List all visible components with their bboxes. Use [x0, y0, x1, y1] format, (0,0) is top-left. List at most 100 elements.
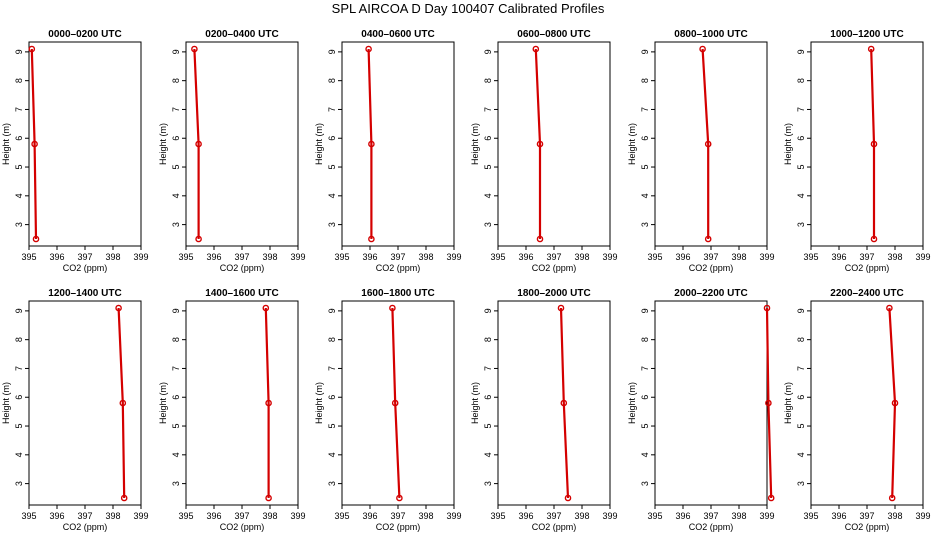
- x-tick-label: 395: [21, 252, 36, 262]
- y-tick-label: 5: [171, 424, 181, 429]
- co2-profile-line: [870, 48, 876, 239]
- y-axis-label: Height (m): [470, 123, 480, 165]
- y-axis-label: Height (m): [158, 123, 168, 165]
- y-axis-label: Height (m): [314, 382, 324, 424]
- data-point: [870, 140, 878, 148]
- y-tick-label: 3: [483, 222, 493, 227]
- co2-profile-line: [534, 48, 542, 239]
- x-tick-label: 396: [49, 252, 64, 262]
- data-point: [867, 45, 875, 53]
- y-tick-label: 9: [171, 308, 181, 313]
- plot-frame: [185, 41, 299, 247]
- panel-title: 1800–2000 UTC: [517, 288, 590, 299]
- data-point: [560, 399, 568, 407]
- data-point: [564, 494, 572, 502]
- panel-12: 2200–2400 UTC 395 396 397 398 399 3 4 5 6 7 8 9 CO2 (…: [783, 288, 931, 532]
- x-tick-label: 398: [574, 252, 589, 262]
- y-tick-label: 3: [640, 222, 650, 227]
- panel-title: 1400–1600 UTC: [205, 288, 278, 299]
- y-tick-label: 9: [483, 308, 493, 313]
- x-tick-label: 396: [831, 252, 846, 262]
- y-tick-label: 5: [483, 165, 493, 170]
- data-point: [704, 140, 712, 148]
- x-tick-label: 396: [675, 511, 690, 521]
- data-point: [115, 304, 122, 312]
- x-tick-label: 399: [446, 252, 461, 262]
- y-tick-label: 6: [171, 395, 181, 400]
- y-tick-label: 6: [640, 136, 650, 141]
- x-axis-label: CO2 (ppm): [689, 263, 734, 273]
- plot-frame: [28, 41, 142, 247]
- y-tick-label: 3: [796, 222, 806, 227]
- panel-title: 0400–0600 UTC: [361, 29, 434, 40]
- y-tick-label: 3: [171, 222, 181, 227]
- y-tick-label: 9: [796, 49, 806, 54]
- co2-profile-line: [30, 48, 38, 240]
- y-tick-label: 9: [14, 308, 24, 313]
- panel-2: 0200–0400 UTC 395 396 397 398 399 3 4 5 6 7 8 9 CO2 (…: [158, 29, 306, 273]
- y-tick-label: 4: [327, 452, 337, 457]
- y-tick-label: 8: [796, 78, 806, 83]
- y-tick-label: 9: [640, 308, 650, 313]
- x-tick-label: 399: [446, 511, 461, 521]
- panel-1: 0000–0200 UTC 395 396 397 398 399 3 4 5 6 7 8 9 CO2 (…: [1, 29, 149, 273]
- y-tick-label: 8: [640, 78, 650, 83]
- panel-4: 0600–0800 UTC 395 396 397 398 399 3 4 5 6 7 8 9 CO2 (…: [470, 29, 618, 273]
- co2-profile-line: [391, 307, 401, 499]
- x-axis-label: CO2 (ppm): [63, 263, 108, 273]
- x-tick-label: 399: [290, 511, 305, 521]
- x-tick-label: 395: [490, 511, 505, 521]
- y-tick-label: 4: [796, 452, 806, 457]
- x-tick-label: 397: [859, 252, 874, 262]
- co2-profile-line: [765, 307, 773, 499]
- x-tick-label: 397: [703, 252, 718, 262]
- x-axis-label: CO2 (ppm): [376, 522, 421, 532]
- y-tick-label: 4: [14, 452, 24, 457]
- x-axis-label: CO2 (ppm): [376, 263, 421, 273]
- y-tick-label: 8: [171, 78, 181, 83]
- y-tick-label: 5: [640, 165, 650, 170]
- y-tick-label: 5: [327, 165, 337, 170]
- data-point: [704, 235, 712, 243]
- plot-frame: [497, 41, 611, 247]
- x-tick-label: 396: [518, 252, 533, 262]
- y-tick-label: 7: [640, 107, 650, 112]
- x-tick-label: 397: [390, 252, 405, 262]
- data-point: [699, 45, 706, 53]
- y-tick-label: 7: [327, 107, 337, 112]
- x-tick-label: 395: [490, 252, 505, 262]
- panel-3: 0400–0600 UTC 395 396 397 398 399 3 4 5 6 7 8 9 CO2 (…: [314, 29, 462, 273]
- panel-5: 0800–1000 UTC 395 396 397 398 399 3 4 5 6 7 8 9 CO2 (…: [627, 29, 775, 273]
- panel-title: 2000–2200 UTC: [674, 288, 747, 299]
- x-tick-label: 397: [234, 511, 249, 521]
- y-tick-label: 7: [171, 366, 181, 371]
- panel-title: 0000–0200 UTC: [48, 29, 121, 40]
- plot-frame: [341, 41, 455, 247]
- plot-frame: [185, 300, 299, 506]
- y-axis-label: Height (m): [1, 382, 11, 424]
- y-tick-label: 4: [14, 193, 24, 198]
- data-point: [120, 494, 128, 502]
- y-tick-label: 9: [483, 49, 493, 54]
- y-tick-label: 6: [640, 395, 650, 400]
- figure-title: SPL AIRCOA D Day 100407 Calibrated Profi…: [332, 1, 605, 16]
- y-axis-label: Height (m): [627, 382, 637, 424]
- panel-11: 2000–2200 UTC 395 396 397 398 399 3 4 5 6 7 8 9 CO2 (…: [627, 288, 775, 532]
- data-point: [391, 399, 399, 407]
- data-point: [888, 494, 896, 502]
- co2-profile-line: [117, 307, 126, 499]
- x-tick-label: 398: [574, 511, 589, 521]
- y-tick-label: 8: [640, 337, 650, 342]
- y-tick-label: 6: [14, 395, 24, 400]
- y-tick-label: 4: [327, 193, 337, 198]
- data-point: [191, 45, 198, 53]
- y-tick-label: 6: [796, 136, 806, 141]
- x-tick-label: 398: [418, 252, 433, 262]
- x-axis-label: CO2 (ppm): [220, 522, 265, 532]
- y-tick-label: 3: [14, 481, 24, 486]
- y-tick-label: 7: [327, 366, 337, 371]
- y-tick-label: 4: [796, 193, 806, 198]
- y-tick-label: 6: [483, 395, 493, 400]
- y-tick-label: 8: [14, 337, 24, 342]
